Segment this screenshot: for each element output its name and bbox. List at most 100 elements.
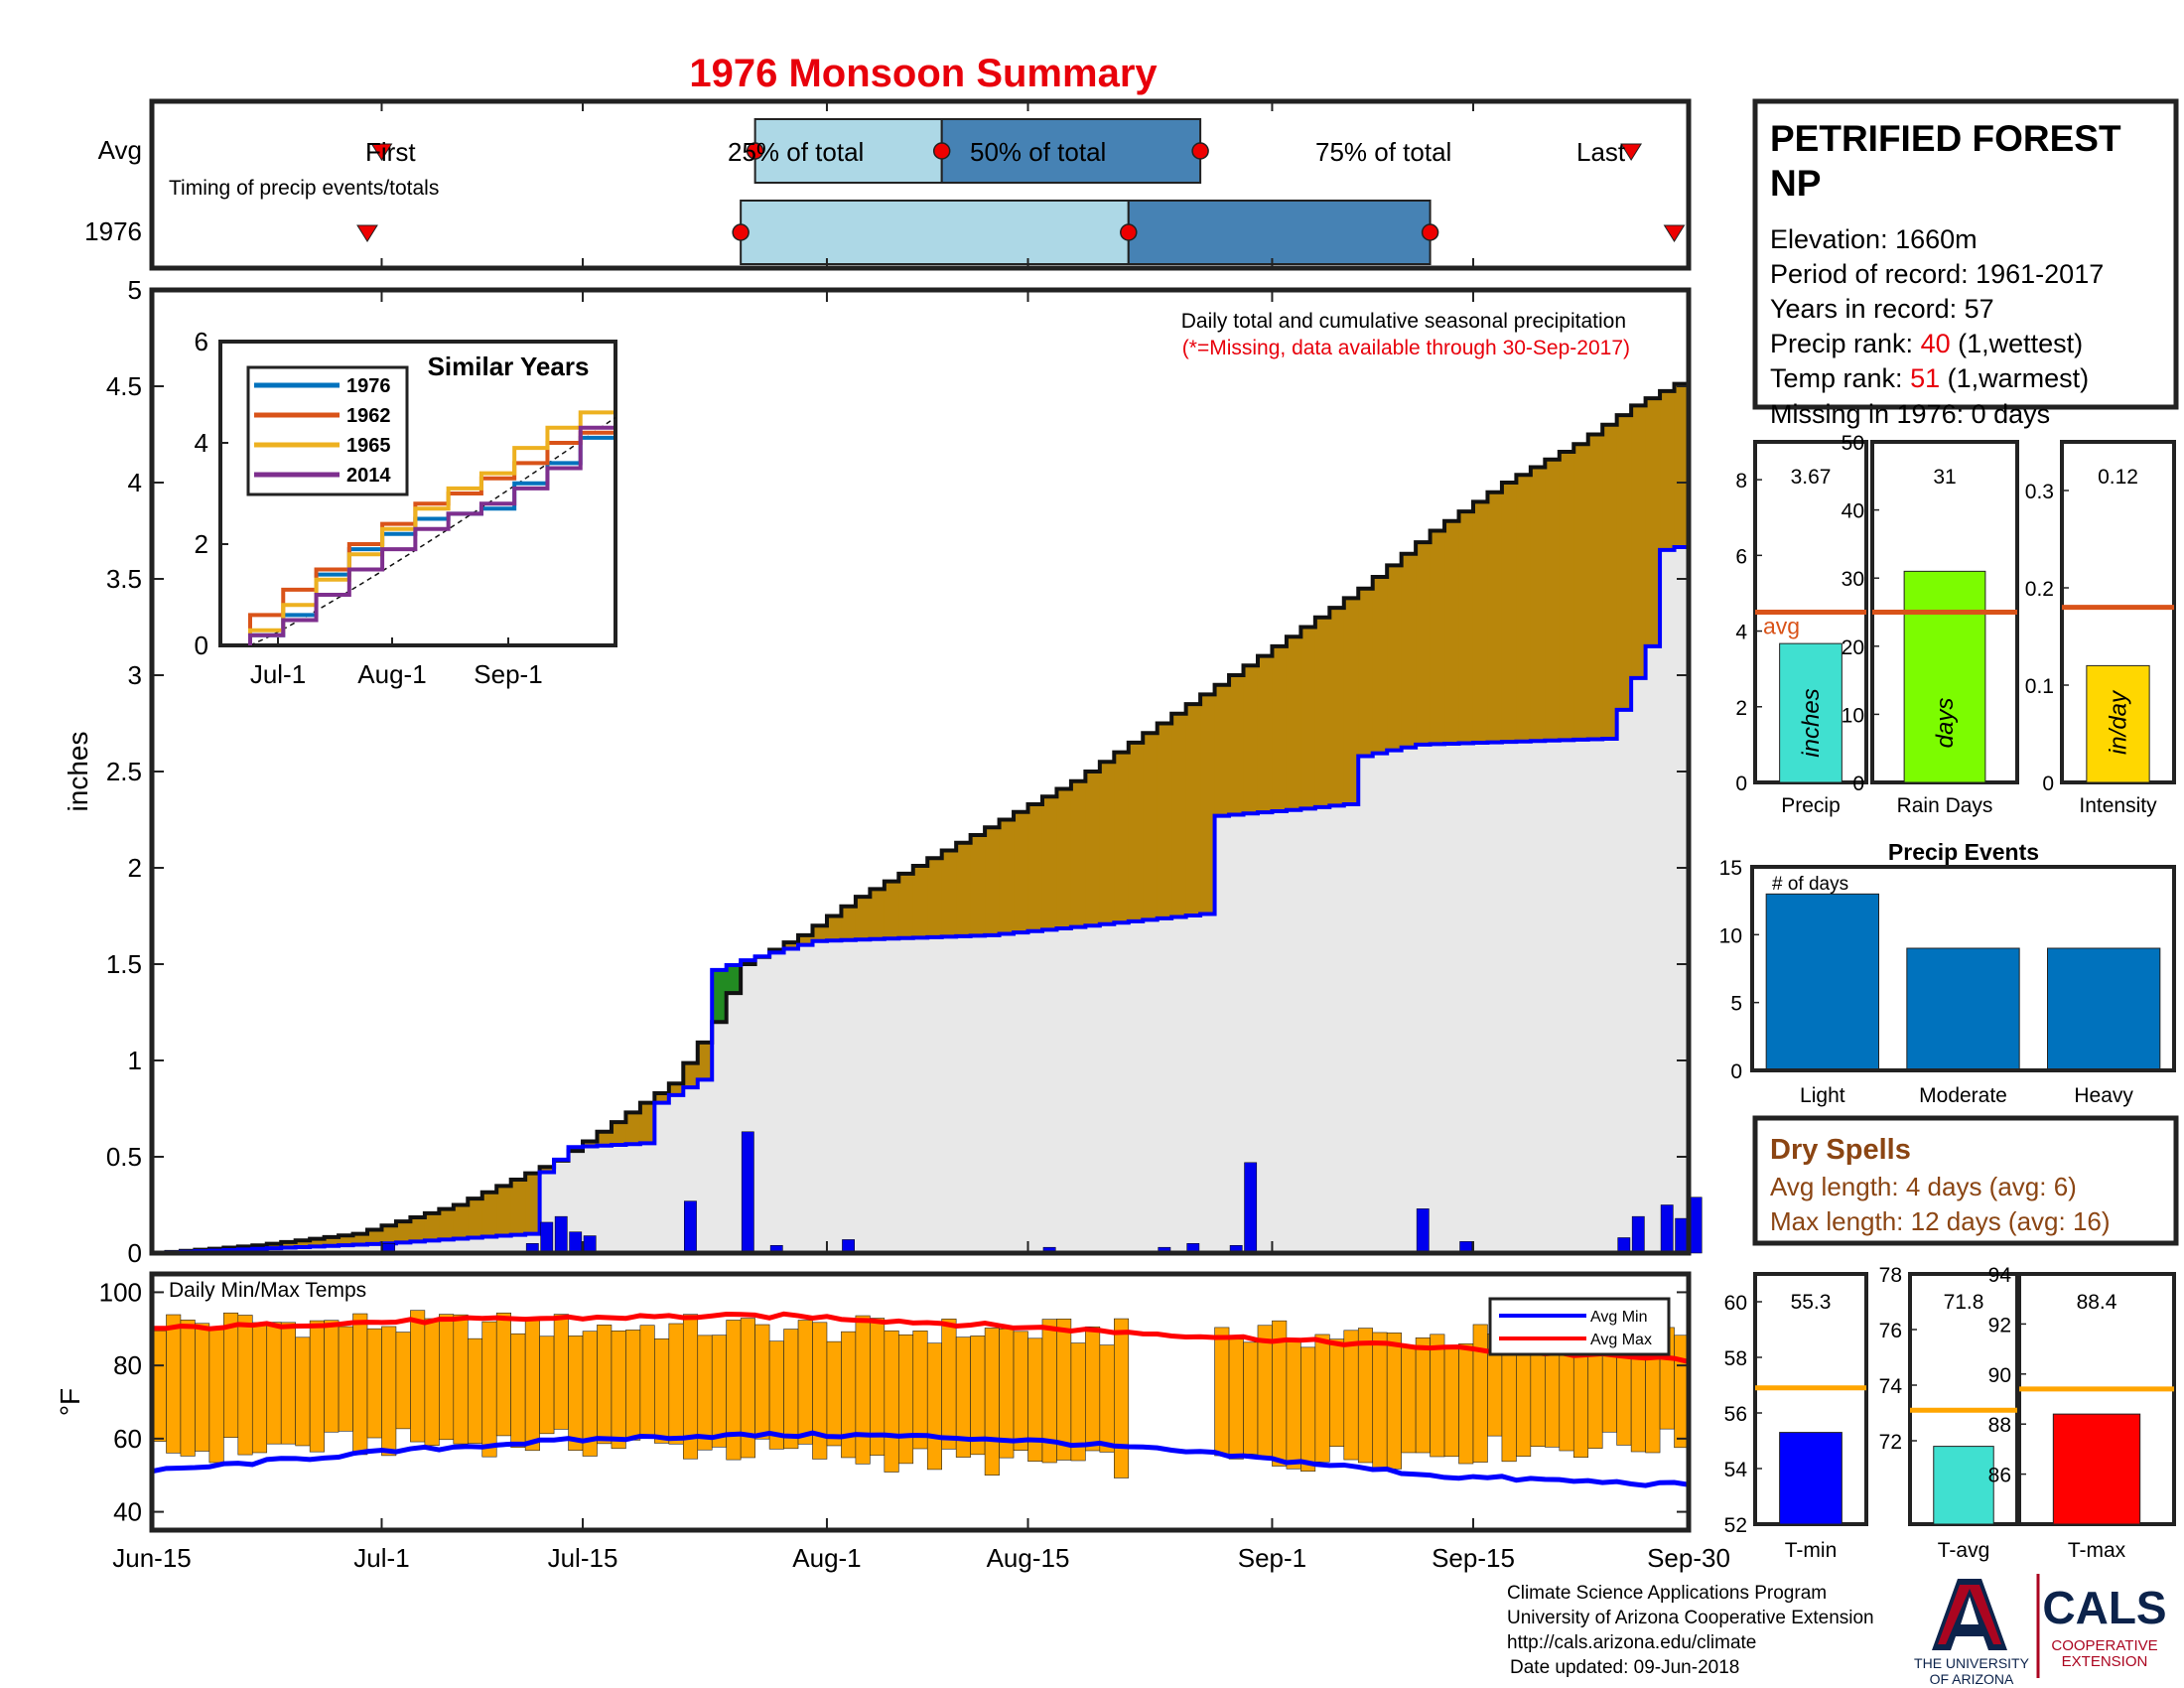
daily-temp-bar	[611, 1331, 626, 1450]
daily-temp-bar	[912, 1331, 928, 1450]
footer-line1: Climate Science Applications Program	[1507, 1583, 1827, 1604]
ua-logo: THE UNIVERSITY OF ARIZONA	[1914, 1579, 2030, 1687]
events-category: Moderate	[1919, 1084, 2007, 1107]
timing-year-dot-2	[1120, 223, 1138, 241]
inset-series-2014	[248, 425, 614, 645]
inset-series-1962	[248, 430, 614, 645]
daily-temp-bar	[366, 1328, 382, 1439]
timing-row-avg-label: Avg	[98, 135, 142, 165]
intensity-chart: 0 0.1 0.2 0.3 0.12 Intensity in/day	[2025, 440, 2176, 817]
tavg-ytick: 76	[1879, 1320, 1902, 1342]
tmin-ytick: 58	[1724, 1347, 1747, 1370]
events-ytick: 15	[1719, 857, 1742, 880]
daily-temp-bar	[568, 1336, 584, 1452]
precip-avg-text: avg	[1763, 614, 1800, 639]
daily-temp-bar	[195, 1323, 210, 1452]
inset-legend-label: 1976	[346, 375, 391, 397]
daily-temp-bar	[324, 1320, 340, 1433]
daily-temp-bar	[439, 1314, 455, 1441]
daily-temp-bar	[453, 1314, 469, 1445]
intensity-bar	[2086, 664, 2150, 783]
temp-ytick: 40	[113, 1497, 142, 1527]
temp-legend-max: Avg Max	[1590, 1332, 1652, 1348]
events-bar	[2047, 947, 2161, 1071]
daily-temp-bar	[797, 1320, 813, 1445]
timing-year-dot-3	[1421, 223, 1439, 241]
precip-events-chart: Precip Events Light Moderate Heavy 0 5 10 15 #…	[1719, 839, 2176, 1107]
daily-temp-bar	[1329, 1338, 1345, 1447]
events-ytick: 10	[1719, 924, 1742, 947]
daily-temp-bar	[424, 1318, 440, 1447]
precip-ytick: 3.5	[106, 564, 142, 594]
x-axis-label: Sep-15	[1432, 1543, 1515, 1573]
timing-avg-dot-1	[746, 142, 764, 160]
tavg-bar	[1933, 1446, 1994, 1525]
timing-avg-last-marker	[1620, 143, 1643, 161]
daily-temp-bar	[1056, 1319, 1072, 1461]
avg-first-label: First	[365, 137, 416, 167]
precip-ytick: 6	[1735, 545, 1747, 568]
precip-ytick: 2	[128, 853, 142, 883]
daily-temp-bar	[223, 1312, 239, 1438]
precip-bar	[1779, 642, 1843, 783]
tmax-label: T-max	[2068, 1539, 2126, 1562]
daily-temp-bar	[180, 1320, 196, 1457]
temp-frame	[149, 1271, 1692, 1533]
precip-label: Precip	[1781, 794, 1841, 817]
avg-p50-label: 50% of total	[970, 137, 1106, 167]
timing-year-q2-box	[1127, 200, 1432, 265]
tavg-value: 71.8	[1944, 1291, 1984, 1314]
daily-temp-bar	[1572, 1344, 1589, 1458]
station-years: Years in record: 57	[1770, 294, 1994, 324]
intensity-ytick: 0.2	[2025, 578, 2054, 601]
inset-xtick: Aug-1	[357, 659, 426, 689]
daily-temp-bar	[1443, 1345, 1459, 1458]
daily-temp-bar	[280, 1322, 296, 1445]
tmax-value: 88.4	[2077, 1291, 2117, 1314]
daily-precip-bar	[583, 1235, 597, 1254]
avg-max-line	[151, 1311, 1690, 1364]
x-axis-label: Sep-30	[1647, 1543, 1730, 1573]
dry-spells-max: Max length: 12 days (avg: 16)	[1770, 1206, 2111, 1236]
intensity-label: Intensity	[2079, 794, 2157, 817]
daily-temp-bar	[597, 1325, 613, 1445]
daily-temp-bar	[711, 1335, 727, 1448]
daily-temp-bar	[1286, 1341, 1301, 1470]
intensity-ytick: 0	[2042, 773, 2054, 795]
tmax-ytick: 90	[1988, 1364, 2011, 1387]
daily-temp-bar	[166, 1314, 182, 1454]
precip-ytick: 3	[128, 660, 142, 690]
seasonal-stats: 0 2 4 6 8 3.67 Precip inches avg 0 10 20 30 40 50 31 Rai…	[1735, 432, 2176, 817]
precip-ylabel: inches	[63, 732, 93, 812]
temp-ylabel: °F	[55, 1388, 85, 1416]
daily-temp-bar	[495, 1312, 511, 1437]
timing-year-q1-box	[740, 200, 1130, 265]
daily-temp-bar	[295, 1336, 311, 1447]
daily-temp-bar	[510, 1333, 526, 1449]
precip-ytick: 8	[1735, 470, 1747, 492]
cals-big: CALS	[2042, 1582, 2166, 1633]
tmin-label: T-min	[1785, 1539, 1838, 1562]
tmin-ytick: 54	[1724, 1459, 1748, 1481]
events-ytick: 0	[1730, 1060, 1742, 1083]
precip-ytick: 0.5	[106, 1142, 142, 1172]
x-axis-label: Jun-15	[112, 1543, 192, 1573]
precip-ytick: 4	[1735, 622, 1747, 644]
precip-ytick: 5	[128, 275, 142, 305]
x-axis-label: Jul-1	[353, 1543, 409, 1573]
station-missing: Missing in 1976: 0 days	[1770, 399, 2050, 429]
daily-temp-bar	[467, 1337, 483, 1444]
footer: Climate Science Applications Program Uni…	[1507, 1574, 2167, 1687]
avg-last-label: Last	[1576, 137, 1626, 167]
daily-temp-bar	[395, 1332, 411, 1430]
events-bar	[1906, 947, 2020, 1071]
daily-precip-bar	[684, 1200, 697, 1254]
daily-temp-bar	[539, 1336, 555, 1435]
intensity-ytick: 0.3	[2025, 481, 2054, 503]
raindays-ytick: 40	[1842, 500, 1864, 523]
timing-panel: Avg 1976 Timing of precip events/totals …	[84, 98, 1692, 271]
average-cumulative-line	[152, 544, 1691, 1255]
daily-temp-bar	[338, 1326, 353, 1432]
temp-legend-min: Avg Min	[1590, 1309, 1648, 1326]
raindays-ytick: 10	[1842, 704, 1864, 727]
